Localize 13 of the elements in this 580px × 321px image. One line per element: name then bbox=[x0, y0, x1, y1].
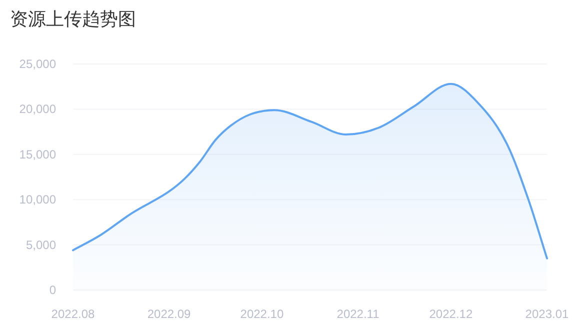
y-tick-label: 5,000 bbox=[26, 238, 56, 252]
x-tick-label: 2022.10 bbox=[240, 307, 284, 321]
y-tick-label: 15,000 bbox=[19, 147, 56, 162]
x-tick-label: 2022.11 bbox=[336, 307, 380, 321]
x-tick-label: 2022.12 bbox=[429, 307, 473, 321]
x-tick-label: 2023.01 bbox=[525, 307, 570, 321]
x-tick-label: 2022.09 bbox=[147, 307, 192, 321]
y-tick-label: 20,000 bbox=[19, 102, 56, 116]
x-tick-label: 2022.08 bbox=[51, 307, 96, 321]
title: 资源上传趋势图 bbox=[10, 9, 136, 29]
y-tick-label: 0 bbox=[49, 283, 56, 297]
y-tick-label: 10,000 bbox=[19, 192, 56, 207]
y-tick-label: 25,000 bbox=[19, 57, 56, 71]
